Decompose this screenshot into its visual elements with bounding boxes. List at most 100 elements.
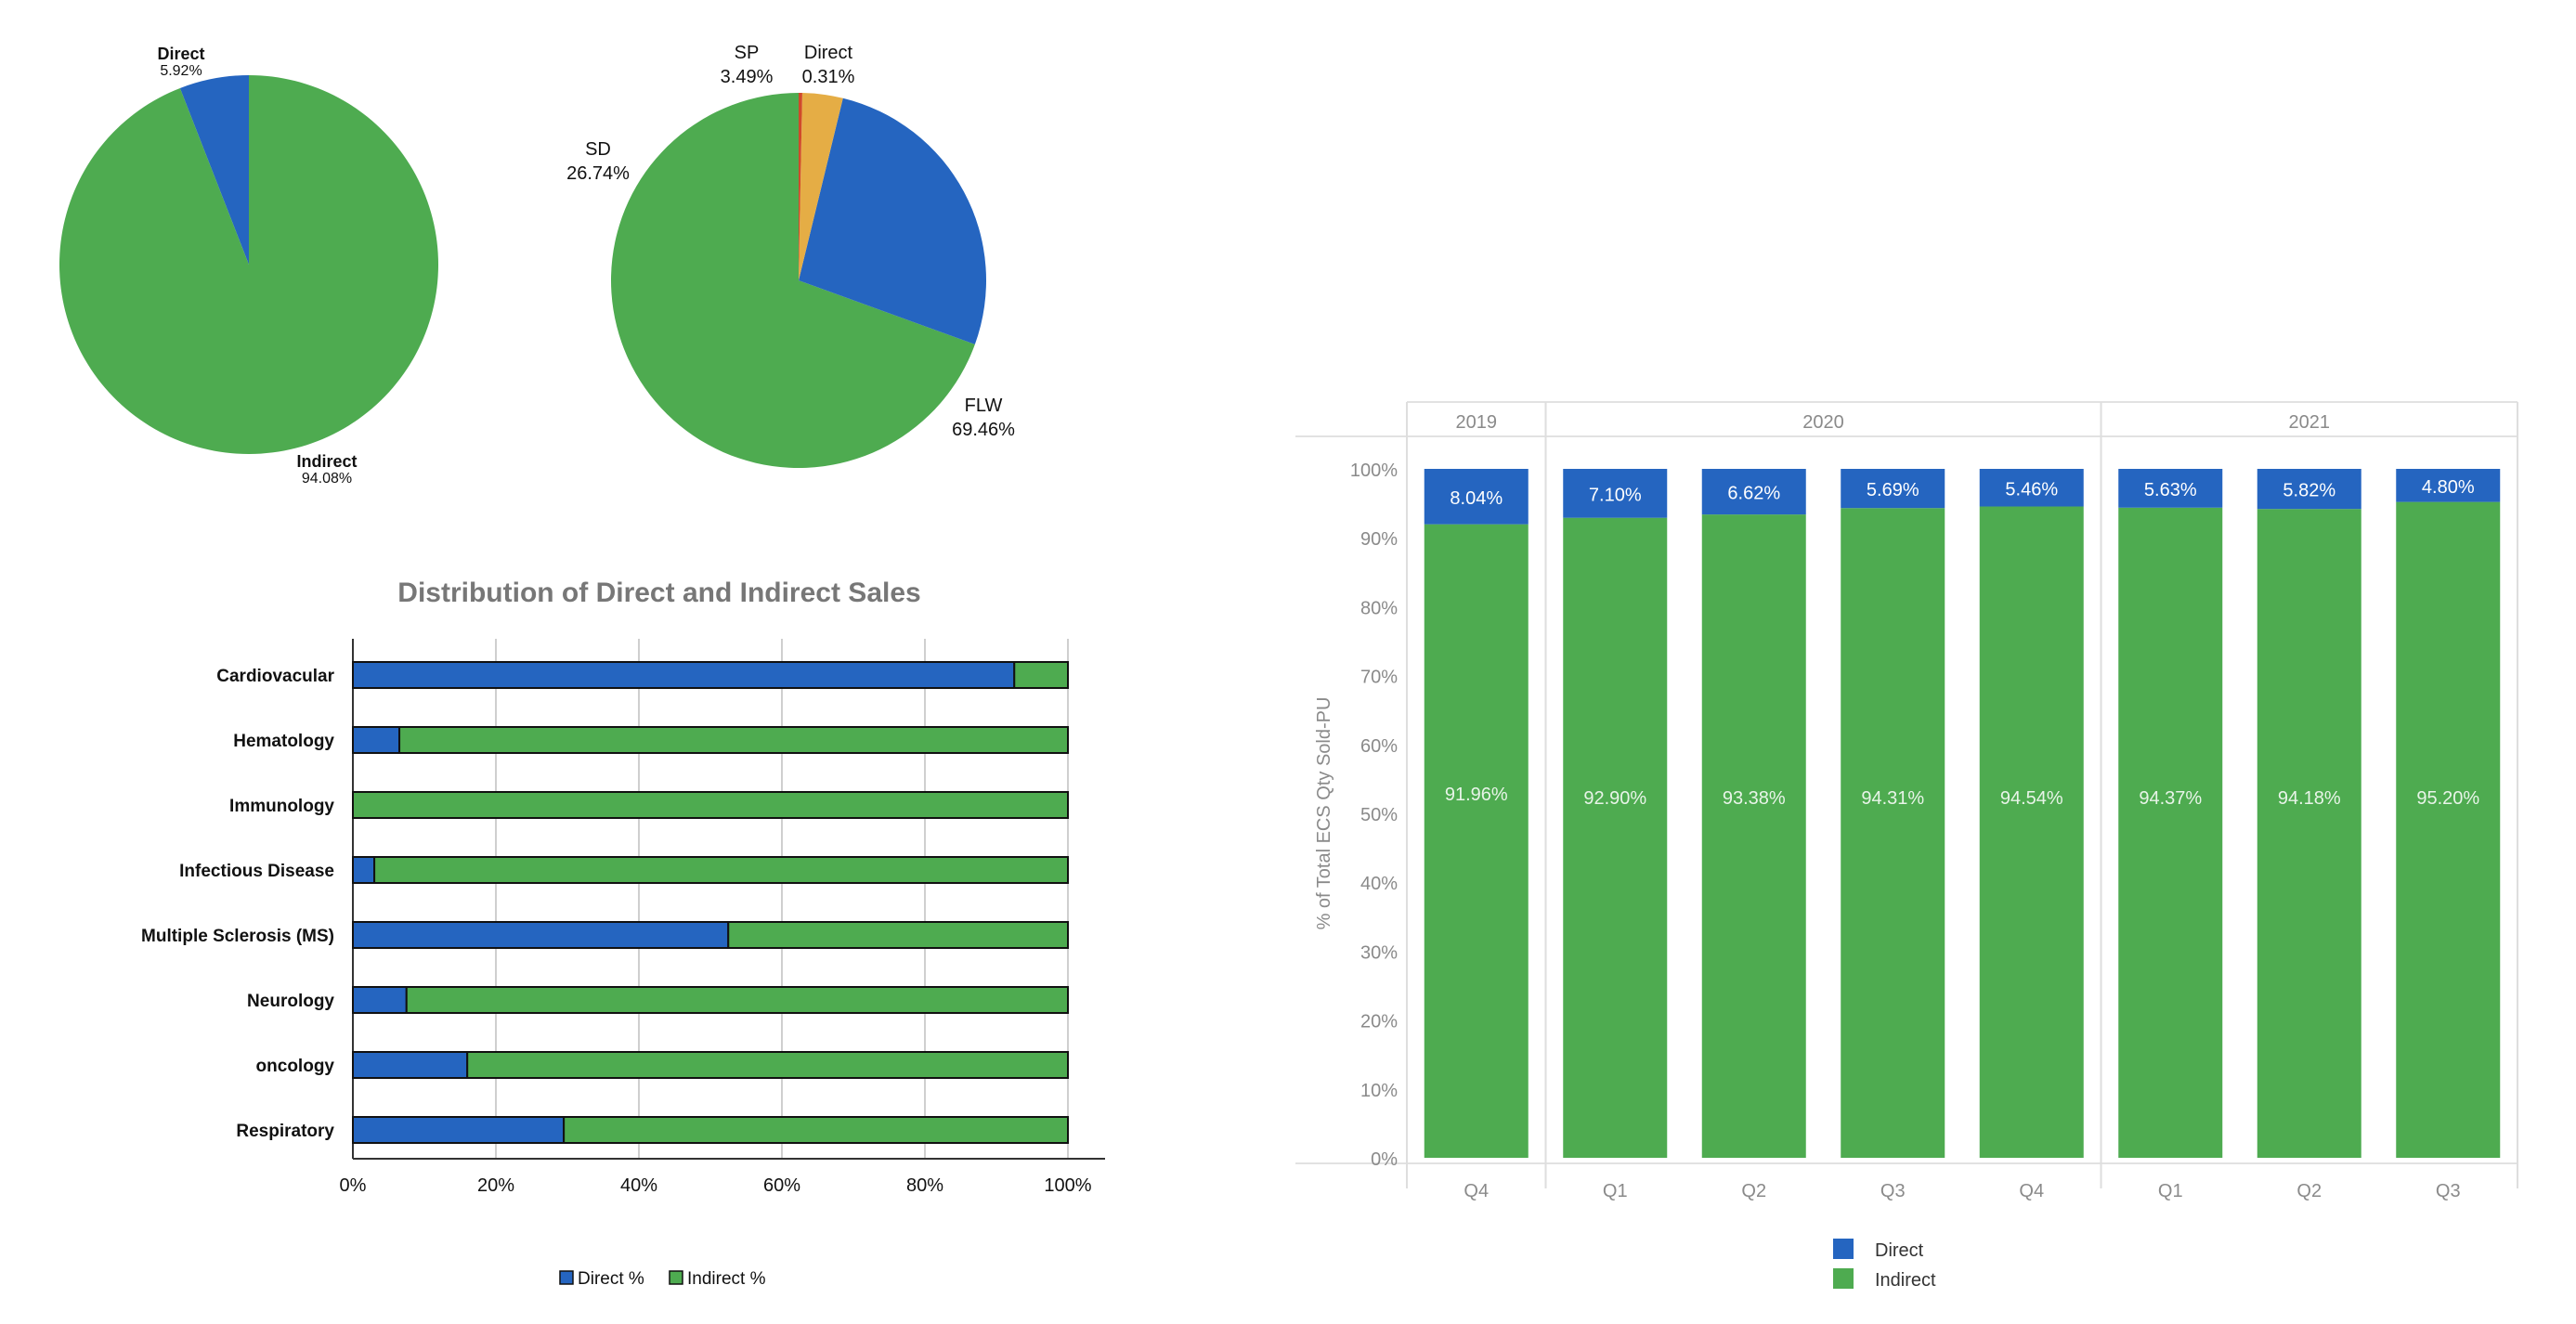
quarter-label: Q3 (1880, 1181, 1906, 1201)
quarter-label: Q2 (2296, 1181, 2322, 1201)
bar-direct-neurology (352, 986, 408, 1014)
slice-label-flw: FLW (965, 396, 1003, 416)
y-tick-label: 50% (1360, 805, 1398, 825)
category-label: Neurology (247, 992, 334, 1011)
bar-direct-multiple-sclerosis-ms (352, 921, 730, 949)
bar-direct (1563, 469, 1668, 518)
quarter-label: Q4 (1464, 1181, 1489, 1201)
slice-value-flw: 69.46% (952, 420, 1015, 440)
quarter-label: Q4 (2019, 1181, 2044, 1201)
x-tick-label: 20% (477, 1175, 514, 1196)
legend-swatch-direct (1833, 1239, 1854, 1259)
y-axis-label: % of Total ECS Qty Sold-PU (1314, 697, 1334, 930)
slice-label-direct: Direct (804, 43, 853, 63)
legend-label-indirect: Indirect % (687, 1269, 766, 1289)
bar-direct (2396, 469, 2501, 502)
bar-label-direct: 5.82% (2283, 481, 2335, 501)
x-tick-label: 60% (763, 1175, 800, 1196)
bar-label-indirect: 93.38% (1723, 788, 1786, 809)
bar-indirect (1563, 517, 1668, 1158)
bar-direct (1841, 469, 1945, 509)
slice-value-sd: 26.74% (566, 163, 630, 184)
category-label: Hematology (233, 732, 334, 751)
bar-direct (2257, 469, 2361, 510)
bar-direct-cardiovacular (352, 661, 1016, 689)
x-tick-label: 0% (340, 1175, 367, 1196)
bar-indirect-neurology (405, 986, 1069, 1014)
y-tick-label: 0% (1371, 1149, 1398, 1170)
bar-label-indirect: 92.90% (1583, 788, 1646, 809)
quarter-label: Q2 (1741, 1181, 1766, 1201)
year-label: 2019 (1456, 412, 1498, 433)
bar-label-direct: 6.62% (1727, 484, 1780, 504)
bar-label-indirect: 94.37% (2139, 788, 2202, 809)
category-label: oncology (256, 1057, 335, 1076)
slice-label-sd: SD (585, 139, 611, 160)
legend-label-direct: Direct % (578, 1269, 644, 1289)
bar-label-indirect: 95.20% (2416, 788, 2479, 809)
bar-indirect (1701, 514, 1806, 1158)
bar-direct (2118, 469, 2223, 508)
slice-label-sp: SP (735, 43, 760, 63)
bar-direct-infectious-disease (352, 856, 376, 884)
bar-label-direct: 7.10% (1589, 485, 1642, 505)
bar-indirect-cardiovacular (1013, 661, 1069, 689)
y-tick-label: 60% (1360, 736, 1398, 757)
stacked-column-chart-quarterly: 0% 10% 20% 30% 40% 50% 60% 70% 80% 90% 100% % of To… (1295, 401, 2518, 1291)
bar-indirect-respiratory (563, 1116, 1069, 1144)
legend-swatch-indirect (1833, 1268, 1854, 1289)
year-label: 2020 (1802, 412, 1844, 433)
bar-label-indirect: 94.18% (2278, 788, 2341, 809)
quarter-label: Q1 (1603, 1181, 1628, 1201)
pie-chart-distributor-split: FLW 69.46% SD 26.74% SP 3.49% Direct 0.31% (566, 43, 1015, 468)
slice-value-indirect: 94.08% (302, 471, 352, 487)
bar-direct (1424, 469, 1529, 525)
bar-indirect-infectious-disease (373, 856, 1070, 884)
bar-indirect (1979, 506, 2084, 1158)
bar-label-direct: 8.04% (1450, 488, 1503, 509)
category-label: Cardiovacular (216, 667, 334, 686)
slice-value-direct: 0.31% (802, 67, 855, 87)
bar-label-direct: 5.69% (1867, 480, 1919, 500)
y-tick-label: 70% (1360, 668, 1398, 688)
bar-direct (1701, 469, 1806, 515)
bar-direct (1979, 469, 2084, 507)
category-label: Infectious Disease (179, 862, 334, 881)
bar-label-indirect: 94.31% (1861, 788, 1924, 809)
bar-indirect (2396, 501, 2501, 1158)
bar-label-direct: 4.80% (2422, 477, 2475, 498)
bar-label-direct: 5.63% (2144, 480, 2197, 500)
pie-slice-sp (799, 93, 843, 280)
y-tick-label: 30% (1360, 942, 1398, 963)
quarter-label: Q1 (2158, 1181, 2183, 1201)
category-label: Respiratory (236, 1122, 334, 1141)
bar-label-indirect: 94.54% (2000, 788, 2063, 809)
chart-title: Distribution of Direct and Indirect Sale… (397, 578, 920, 608)
category-label: Multiple Sclerosis (MS) (141, 927, 334, 946)
bar-direct-respiratory (352, 1116, 566, 1144)
x-tick-label: 40% (620, 1175, 657, 1196)
y-tick-label: 20% (1360, 1012, 1398, 1032)
bar-direct-hematology (352, 726, 401, 754)
x-tick-label: 80% (906, 1175, 943, 1196)
bar-indirect (2257, 509, 2361, 1158)
bar-label-indirect: 91.96% (1445, 785, 1508, 805)
pie-slice-indirect (59, 75, 438, 454)
slice-label-indirect: Indirect (296, 452, 357, 471)
y-tick-label: 90% (1360, 529, 1398, 550)
pie-slice-direct (799, 93, 802, 280)
stacked-bar-chart-therapy-areas: Distribution of Direct and Indirect Sale… (141, 578, 1105, 1289)
y-tick-label: 40% (1360, 874, 1398, 894)
x-tick-label: 100% (1044, 1175, 1091, 1196)
y-tick-label: 80% (1360, 598, 1398, 618)
legend-swatch-indirect (669, 1270, 683, 1285)
legend-swatch-direct (559, 1270, 574, 1285)
legend-label-direct: Direct (1875, 1240, 1924, 1261)
bar-indirect-oncology (466, 1051, 1069, 1079)
bar-indirect (1424, 524, 1529, 1158)
bar-indirect-immunology (352, 791, 1069, 819)
bar-label-direct: 5.46% (2005, 479, 2058, 500)
slice-value-sp: 3.49% (721, 67, 774, 87)
